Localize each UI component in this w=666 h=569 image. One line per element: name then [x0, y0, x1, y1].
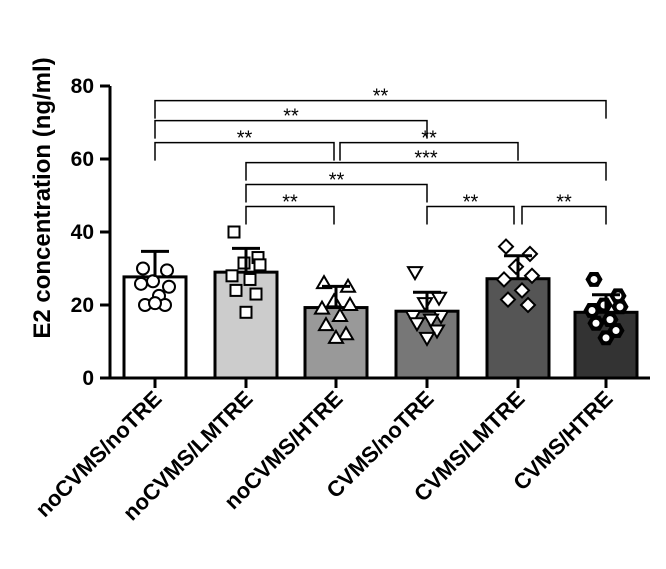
error-bar: [141, 249, 169, 277]
significance-bracket: **: [154, 106, 428, 139]
data-point: [597, 330, 615, 346]
significance-bracket: **: [426, 191, 515, 225]
data-point: [227, 225, 241, 239]
significance-bracket: **: [245, 191, 335, 225]
data-point: [243, 272, 257, 286]
bars: [122, 270, 639, 380]
y-tick-label: 0: [82, 367, 94, 390]
data-point: [225, 269, 239, 283]
data-point: [331, 306, 349, 322]
data-point: [136, 261, 150, 276]
significance-bracket: ***: [245, 148, 607, 181]
significance-label: ***: [414, 148, 438, 170]
significance-label: **: [463, 191, 479, 213]
error-bar: [413, 290, 441, 312]
data-point: [507, 258, 525, 276]
y-tick-label: 20: [71, 294, 94, 317]
data-point: [239, 305, 253, 319]
data-point: [416, 297, 434, 313]
data-point: [160, 263, 174, 278]
data-point: [513, 281, 531, 299]
data-point: [499, 291, 517, 308]
significance-bracket: **: [154, 86, 607, 119]
y-axis-title: E2 concentration (ng/ml): [29, 57, 56, 338]
data-point: [418, 331, 436, 347]
bracket-line: [245, 205, 335, 225]
hexagon-marker-core: [590, 275, 598, 283]
data-point: [497, 238, 515, 256]
data-point: [313, 299, 331, 315]
data-point: [327, 328, 345, 344]
error-bar: [322, 284, 350, 308]
bar: [213, 270, 279, 380]
data-point: [341, 296, 359, 311]
hexagon-marker-core: [612, 327, 620, 335]
error-bar: [592, 293, 620, 313]
hexagon-marker-core: [592, 319, 600, 327]
data-point: [229, 283, 243, 297]
data-point: [519, 296, 537, 314]
data-point: [317, 316, 335, 332]
data-point: [148, 296, 162, 311]
significance-bracket: **: [521, 191, 607, 225]
data-point: [249, 287, 263, 301]
significance-label: **: [237, 128, 253, 150]
bracket-line: [521, 205, 607, 225]
significance-brackets: ****** ********* ** **: [154, 86, 607, 225]
bracket-line: [245, 183, 428, 203]
error-bars: [141, 246, 620, 313]
data-point: [587, 315, 605, 331]
bracket-line: [154, 119, 428, 139]
data-point: [337, 325, 355, 341]
bracket-line: [339, 141, 519, 161]
bracket-line: [426, 205, 515, 225]
bar: [485, 277, 551, 380]
data-point: [253, 258, 267, 272]
data-point: [611, 299, 629, 315]
data-point: [585, 272, 603, 287]
y-tick-label: 80: [71, 75, 94, 98]
bracket-line: [245, 161, 607, 181]
data-point: [162, 279, 176, 294]
data-point: [430, 291, 448, 307]
significance-label: **: [373, 86, 389, 108]
y-tick-label: 40: [71, 221, 94, 244]
hexagon-marker-core: [606, 316, 614, 324]
significance-label: **: [556, 191, 572, 213]
data-point: [583, 303, 601, 318]
hexagon-marker-core: [588, 306, 596, 314]
data-point: [325, 292, 343, 308]
significance-bracket: **: [339, 128, 519, 161]
significance-label: **: [329, 170, 345, 192]
data-points: [134, 225, 629, 347]
error-bar: [232, 246, 260, 273]
data-point: [134, 276, 148, 291]
data-point: [404, 309, 422, 325]
significance-bracket: **: [154, 128, 335, 161]
bracket-line: [154, 141, 335, 161]
data-point: [406, 266, 424, 282]
error-bar: [504, 254, 532, 279]
significance-bracket: **: [245, 170, 428, 203]
data-point: [237, 256, 251, 270]
y-tick-label: 60: [71, 148, 94, 171]
data-point: [146, 274, 160, 289]
data-point: [408, 317, 426, 333]
significance-label: **: [421, 128, 437, 150]
significance-label: **: [282, 191, 298, 213]
data-point: [523, 267, 541, 285]
data-point: [495, 271, 513, 288]
hexagon-marker-core: [602, 334, 610, 342]
data-point: [422, 313, 440, 329]
significance-label: **: [283, 106, 299, 128]
data-point: [428, 324, 446, 340]
hexagon-marker-core: [616, 303, 624, 311]
bracket-line: [154, 99, 607, 119]
data-point: [521, 245, 539, 263]
